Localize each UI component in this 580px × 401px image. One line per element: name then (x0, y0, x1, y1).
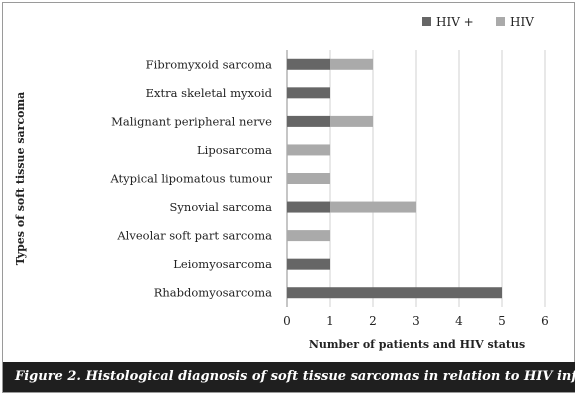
bar (287, 115, 330, 127)
legend-label: HIV (510, 15, 534, 29)
x-tick-label: 0 (283, 314, 291, 328)
category-label: Extra skeletal myxoid (146, 86, 273, 100)
x-tick-label: 5 (498, 314, 506, 328)
category-label: Malignant peripheral nerve (111, 114, 272, 128)
x-tick-label: 2 (369, 314, 377, 328)
category-label: Rhabdomyosarcoma (154, 286, 272, 300)
bar (330, 58, 373, 70)
x-tick-label: 4 (455, 314, 463, 328)
category-label: Liposarcoma (197, 143, 272, 157)
x-tick-label: 6 (541, 314, 549, 328)
figure-frame: 0 1 2 3 4 5 6 Number of patients and HIV status… (2, 2, 575, 393)
bar (287, 87, 330, 99)
chart: 0 1 2 3 4 5 6 Number of patients and HIV status… (14, 15, 549, 351)
legend-swatch (496, 17, 505, 26)
category-label: Alveolar soft part sarcoma (116, 229, 272, 243)
bar (287, 230, 330, 242)
bar (330, 115, 373, 127)
x-tick-label: 1 (326, 314, 334, 328)
category-label: Atypical lipomatous tumour (109, 172, 272, 186)
bar (330, 201, 416, 213)
x-axis-label: Number of patients and HIV status (309, 338, 525, 351)
legend-label: HIV + (436, 15, 474, 29)
category-label: Synovial sarcoma (170, 200, 273, 214)
y-axis-label: Types of soft tissue sarcoma (14, 92, 27, 266)
bar (287, 258, 330, 270)
bar (287, 173, 330, 184)
x-tick-label: 3 (412, 314, 420, 328)
bar (287, 58, 330, 70)
category-label: Fibromyxoid sarcoma (146, 57, 272, 71)
category-label: Leiomyosarcoma (173, 257, 272, 271)
legend-swatch (422, 17, 431, 26)
figure-caption: Figure 2. Histological diagnosis of soft… (3, 362, 575, 392)
bar (287, 201, 330, 213)
bar (287, 144, 330, 156)
bar (287, 287, 502, 299)
